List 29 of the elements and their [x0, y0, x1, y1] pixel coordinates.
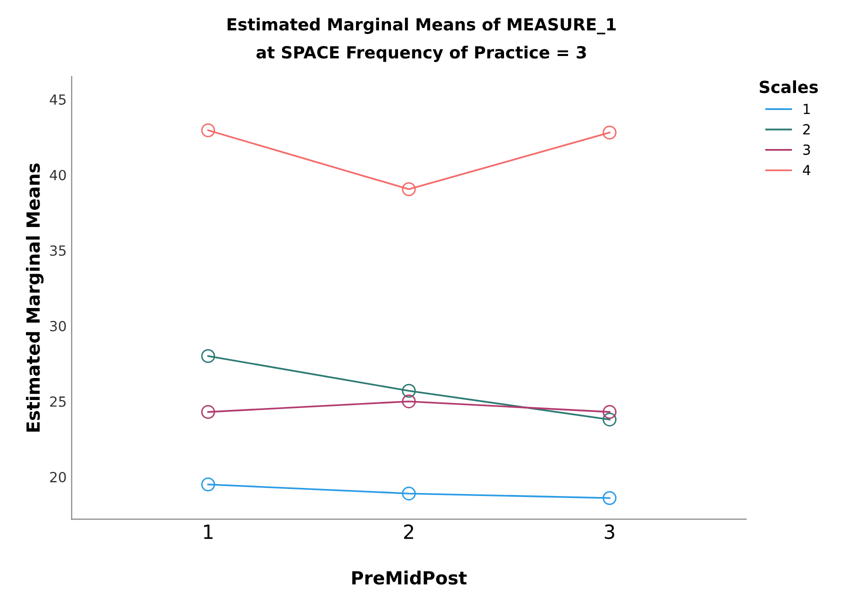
legend-title: Scales — [760, 80, 818, 94]
legend-label: 1 — [804, 104, 810, 114]
y-tick-label: 45 — [50, 94, 66, 105]
point — [602, 405, 617, 419]
point — [402, 394, 416, 408]
point — [201, 478, 216, 492]
point — [402, 384, 416, 398]
legend-label: 3 — [803, 144, 810, 155]
point — [602, 491, 617, 505]
y-tick-label: 40 — [50, 170, 66, 180]
point — [402, 486, 416, 500]
x-tick-label: 3 — [604, 524, 614, 540]
x-axis-title: PreMidPost — [352, 570, 467, 585]
point — [201, 405, 216, 419]
x-tick-label: 1 — [204, 524, 213, 539]
point — [602, 412, 617, 426]
x-tick-label: 2 — [404, 524, 414, 539]
y-tick-label: 25 — [50, 396, 66, 407]
legend-label: 2 — [803, 124, 810, 134]
y-tick-label: 30 — [50, 320, 66, 332]
chart-title: Estimated Marginal Means of MEASURE_1 at SPACE Frequency of Practice = 3 — [228, 18, 616, 62]
point — [201, 123, 216, 138]
y-axis-title: Estimated Marginal Means — [26, 163, 44, 432]
y-tick-label: 35 — [50, 245, 66, 256]
point — [402, 182, 416, 196]
legend-label: 4 — [802, 165, 810, 176]
y-tick-label: 20 — [50, 472, 66, 482]
point — [201, 349, 216, 364]
point — [602, 126, 617, 140]
